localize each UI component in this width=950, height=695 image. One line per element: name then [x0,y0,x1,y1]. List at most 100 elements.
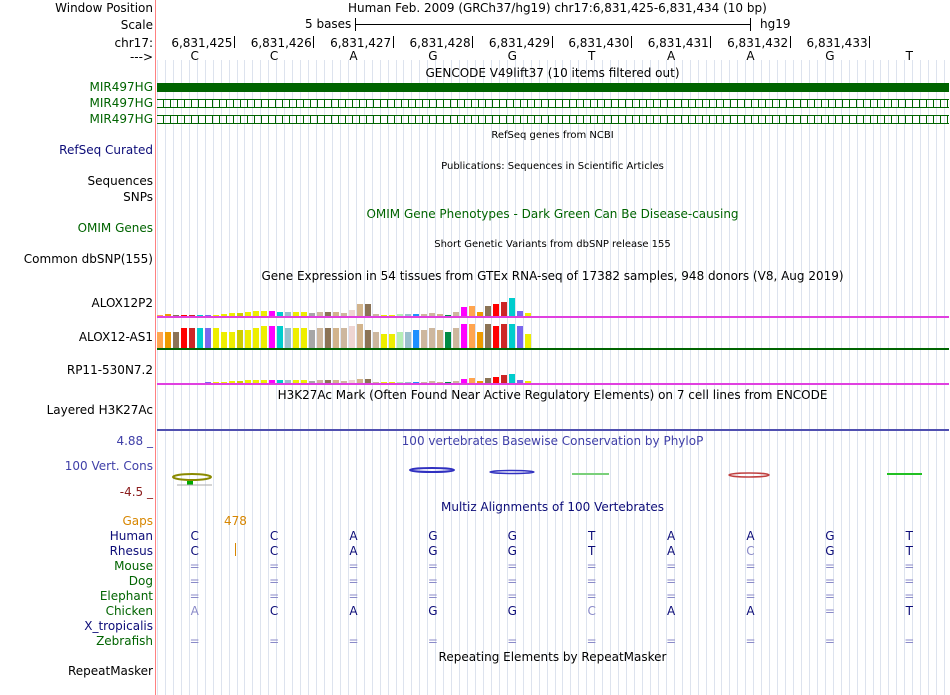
multiz-species-label[interactable]: Rhesus [109,544,153,558]
gtex-tissue-bar[interactable] [477,332,483,348]
gtex-tissue-bar[interactable] [277,380,283,383]
gtex-tissue-bar[interactable] [293,380,299,383]
gtex-tissue-bar[interactable] [493,326,499,348]
gencode-track-title[interactable]: GENCODE V49lift37 (10 items filtered out… [425,66,680,80]
publications-sequences-label[interactable]: Sequences [87,174,153,188]
multiz-species-label[interactable]: Human [109,529,153,543]
gtex-tissue-bar[interactable] [373,314,379,316]
gtex-tissue-bar[interactable] [165,314,171,316]
gtex-tissue-bar[interactable] [325,328,331,348]
gencode-gene-3-intron[interactable] [157,115,949,124]
gtex-tissue-bar[interactable] [213,315,219,316]
gtex-tissue-bar[interactable] [325,312,331,316]
refseq-track-title[interactable]: RefSeq genes from NCBI [491,130,614,141]
omim-label[interactable]: OMIM Genes [77,221,153,235]
gtex-tissue-bar[interactable] [317,312,323,316]
h3k27ac-label[interactable]: Layered H3K27Ac [46,403,153,417]
gtex-tissue-bar[interactable] [525,313,531,316]
gtex-tissue-bar[interactable] [325,380,331,383]
gtex-tissue-bar[interactable] [485,324,491,348]
gtex-tissue-bar[interactable] [477,312,483,316]
gtex-tissue-bar[interactable] [197,328,203,348]
multiz-species-label[interactable]: X_tropicalis [84,619,153,633]
gtex-tissue-bar[interactable] [421,382,427,383]
gtex-tissue-bar[interactable] [349,310,355,316]
gtex-tissue-bar[interactable] [309,381,315,383]
gtex-tissue-bar[interactable] [277,312,283,316]
gencode-gene-2-intron[interactable] [157,99,949,108]
gtex-tissue-bar[interactable] [205,328,211,348]
gtex-tissue-bar[interactable] [469,378,475,383]
gencode-gene-1-label[interactable]: MIR497HG [89,80,153,94]
gtex-tissue-bar[interactable] [405,314,411,316]
gtex-tissue-bar[interactable] [181,328,187,348]
multiz-species-label[interactable]: Dog [128,574,153,588]
gtex-tissue-bar[interactable] [357,324,363,348]
gtex-tissue-bar[interactable] [365,304,371,316]
gtex-tissue-bar[interactable] [285,312,291,316]
gtex-tissue-bar[interactable] [173,315,179,316]
refseq-label[interactable]: RefSeq Curated [59,143,153,157]
gtex-tissue-bar[interactable] [469,324,475,348]
gtex-tissue-bar[interactable] [189,315,195,316]
gtex-tissue-bar[interactable] [437,382,443,383]
multiz-species-label[interactable]: Chicken [105,604,153,618]
phylop-track-title[interactable]: 100 vertebrates Basewise Conservation by… [401,434,704,448]
gtex-tissue-bar[interactable] [285,380,291,383]
multiz-species-label[interactable]: Elephant [99,589,153,603]
gtex-tissue-bar[interactable] [165,332,171,348]
gtex-tissue-bar[interactable] [397,382,403,383]
gtex-tissue-bar[interactable] [317,380,323,383]
gtex-tissue-bar[interactable] [421,314,427,316]
gtex-track-title[interactable]: Gene Expression in 54 tissues from GTEx … [261,269,844,283]
gtex-tissue-bar[interactable] [221,314,227,316]
gtex-tissue-bar[interactable] [245,330,251,348]
gtex-tissue-bar[interactable] [221,332,227,348]
gtex-gene-2-label[interactable]: ALOX12-AS1 [78,330,153,344]
gtex-tissue-bar[interactable] [525,381,531,383]
gtex-tissue-bar[interactable] [229,381,235,383]
gtex-tissue-bar[interactable] [229,313,235,316]
gtex-tissue-bar[interactable] [261,326,267,348]
gtex-tissue-bar[interactable] [501,375,507,383]
gtex-tissue-bar[interactable] [389,315,395,316]
gtex-tissue-bar[interactable] [277,326,283,348]
gtex-tissue-bar[interactable] [237,330,243,348]
gtex-tissue-bar[interactable] [485,378,491,383]
gtex-tissue-bar[interactable] [413,330,419,348]
gtex-tissue-bar[interactable] [509,324,515,348]
gtex-tissue-bar[interactable] [421,330,427,348]
multiz-track-title[interactable]: Multiz Alignments of 100 Vertebrates [440,500,665,514]
gtex-tissue-bar[interactable] [269,311,275,316]
gtex-tissue-bar[interactable] [437,314,443,316]
gtex-tissue-bar[interactable] [285,328,291,348]
gtex-gene-1-label[interactable]: ALOX12P2 [91,296,153,310]
multiz-species-label[interactable]: Mouse [114,559,153,573]
gtex-tissue-bar[interactable] [205,382,211,383]
gtex-tissue-bar[interactable] [309,313,315,316]
omim-track-title[interactable]: OMIM Gene Phenotypes - Dark Green Can Be… [366,207,739,221]
gtex-tissue-bar[interactable] [197,315,203,316]
gtex-tissue-bar[interactable] [181,315,187,316]
gtex-tissue-bar[interactable] [341,381,347,383]
gtex-tissue-bar[interactable] [365,330,371,348]
gtex-tissue-bar[interactable] [309,330,315,348]
gtex-tissue-bar[interactable] [317,328,323,348]
gtex-tissue-bar[interactable] [485,306,491,316]
gtex-tissue-bar[interactable] [461,324,467,348]
gaps-label[interactable]: Gaps [122,514,153,528]
gtex-tissue-bar[interactable] [237,313,243,316]
gtex-tissue-bar[interactable] [469,306,475,316]
gtex-tissue-bar[interactable] [213,328,219,348]
gtex-tissue-bar[interactable] [445,315,451,316]
gtex-tissue-bar[interactable] [413,314,419,316]
gtex-tissue-bar[interactable] [349,380,355,383]
gtex-tissue-bar[interactable] [373,332,379,348]
dbsnp-track-title[interactable]: Short Genetic Variants from dbSNP releas… [434,239,671,250]
gtex-tissue-bar[interactable] [293,328,299,348]
gtex-tissue-bar[interactable] [493,304,499,316]
gtex-tissue-bar[interactable] [389,334,395,348]
gtex-tissue-bar[interactable] [381,334,387,348]
gtex-tissue-bar[interactable] [245,312,251,316]
phylop-label[interactable]: 100 Vert. Cons [64,459,153,473]
